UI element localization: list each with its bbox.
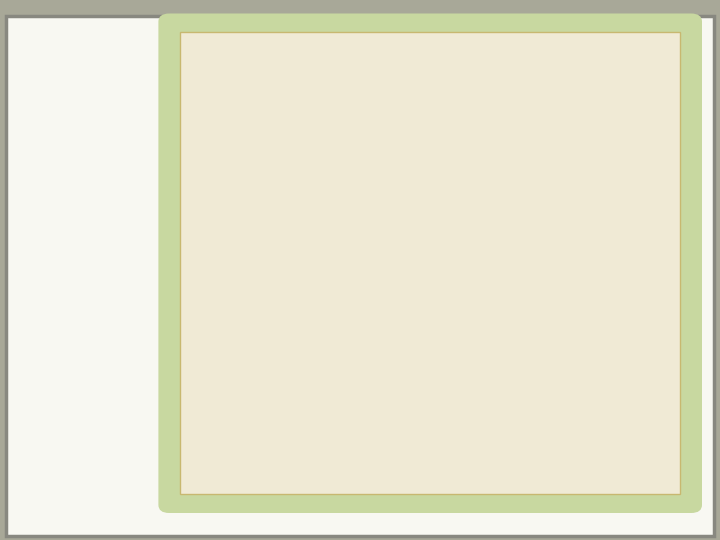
Text: Satisfaction: Satisfaction — [423, 343, 493, 356]
Text: ▼  Dissatisfaction: ▼ Dissatisfaction — [204, 403, 307, 416]
Bar — [488, 449, 628, 496]
Text: End of Process: End of Process — [509, 466, 607, 479]
Text: Figure 11.8
Steps in the
Grievance
Procedure: Figure 11.8 Steps in the Grievance Proce… — [31, 156, 135, 222]
Text: Union Representative Meets
with Appropriate Middle–
Management Representative: Union Representative Meets with Appropri… — [167, 217, 344, 253]
Text: Satisfaction: Satisfaction — [423, 225, 493, 238]
Text: ▼  Dissatisfaction: ▼ Dissatisfaction — [204, 284, 307, 297]
Bar — [133, 442, 378, 503]
Text: Worker and Union Representative
Present Complaint to Supervisor: Worker and Union Representative Present … — [152, 105, 359, 127]
Bar — [133, 85, 378, 147]
Bar — [133, 204, 378, 266]
Text: Complaint Submitted
to Arbitration: Complaint Submitted to Arbitration — [191, 461, 320, 484]
Bar — [140, 212, 385, 275]
Text: Satisfaction: Satisfaction — [423, 105, 493, 118]
Bar — [133, 322, 378, 384]
Bar — [140, 450, 385, 512]
Bar — [140, 332, 385, 393]
Text: ▼  Dissatisfaction: ▼ Dissatisfaction — [204, 165, 307, 178]
Bar — [140, 93, 385, 156]
Bar — [494, 458, 635, 504]
Text: Copyright © 2003 by South-Western.  All Rights Reserved.: Copyright © 2003 by South-Western. All R… — [217, 523, 503, 533]
Text: Union Representative Meets
with Appropriate Top–
Management Representative: Union Representative Meets with Appropri… — [167, 335, 344, 372]
